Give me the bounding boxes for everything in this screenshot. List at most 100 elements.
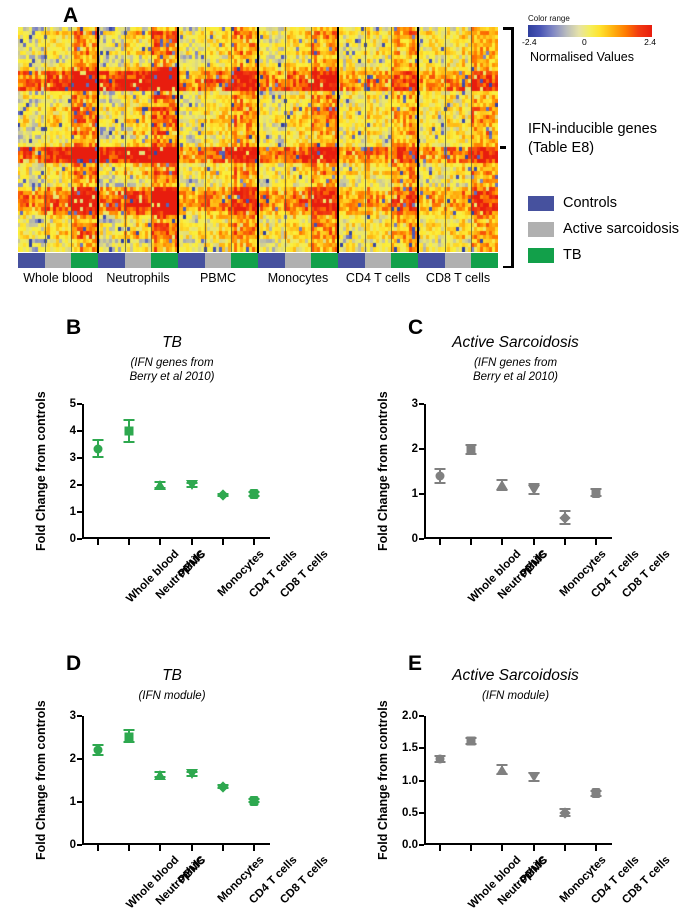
y-axis	[82, 404, 84, 539]
group-bar-cell	[177, 253, 205, 268]
data-point	[588, 788, 604, 799]
error-cap-bottom	[92, 455, 104, 458]
y-tick-label: 2	[69, 479, 76, 491]
data-point	[215, 489, 231, 501]
error-cap-top	[434, 468, 446, 471]
y-tick-label: 1.0	[402, 774, 418, 787]
y-tick-label: 3	[411, 398, 418, 410]
y-tick-label: 0	[69, 533, 76, 545]
gene-set-annotation: IFN-inducible genes (Table E8)	[528, 121, 657, 157]
y-tick-label: 2	[411, 443, 418, 455]
y-tick-mark	[77, 403, 82, 405]
x-tick-mark	[253, 539, 256, 545]
group-bar-cell	[124, 253, 152, 268]
color-range-max: 2.4	[644, 37, 656, 47]
data-marker	[591, 788, 601, 799]
y-tick-label: 0.5	[402, 806, 418, 819]
y-axis	[82, 716, 84, 845]
data-point	[121, 418, 137, 444]
error-cap-bottom	[123, 441, 135, 444]
x-tick-mark	[595, 845, 598, 851]
y-tick-label: 2.0	[402, 710, 418, 722]
group-bar-cell	[151, 253, 178, 268]
y-axis-label: Fold Change from controls	[376, 391, 390, 552]
legend-item: TB	[528, 244, 687, 266]
legend-label: TB	[563, 247, 582, 263]
data-marker	[466, 445, 476, 455]
x-tick-mark	[532, 539, 535, 545]
x-tick-mark	[564, 539, 566, 545]
group-bar-cell	[18, 253, 45, 268]
legend-label: Active sarcoidosis	[563, 221, 680, 237]
data-marker	[154, 769, 167, 780]
data-marker	[249, 489, 259, 500]
x-tick-mark	[222, 539, 224, 545]
group-bar-cell	[337, 253, 365, 268]
y-tick-mark	[419, 715, 424, 717]
data-point	[121, 729, 137, 744]
data-point	[246, 489, 262, 500]
data-marker	[559, 512, 571, 524]
y-tick-mark	[419, 493, 424, 495]
color-range-gradient	[528, 25, 652, 37]
data-point	[526, 482, 542, 496]
chart-subtitle: (IFN module)	[481, 690, 550, 702]
x-tick-mark	[438, 845, 441, 851]
x-tick-mark	[190, 539, 193, 545]
x-tick-mark	[595, 539, 598, 545]
error-cap-top	[92, 743, 104, 746]
color-range-caption: Normalised Values	[530, 50, 634, 64]
data-marker	[93, 745, 103, 755]
y-tick-mark	[77, 430, 82, 432]
data-marker	[496, 479, 509, 490]
group-bar-cell	[311, 253, 338, 268]
panel-letter-e: E	[408, 652, 423, 675]
y-tick-mark	[419, 403, 424, 405]
legend-swatch	[528, 221, 554, 237]
error-cap-bottom	[434, 481, 446, 484]
error-cap-top	[528, 482, 540, 485]
heatmap-canvas-wrap	[18, 27, 498, 252]
plot-area: 0 1 2 3	[412, 398, 612, 545]
data-point	[152, 479, 168, 490]
x-tick-mark	[128, 845, 130, 851]
group-bar-cell	[97, 253, 125, 268]
y-tick-label: 1	[69, 796, 76, 808]
data-marker	[93, 444, 103, 454]
chart-panel-e: Active Sarcoidosis (IFN module) 0.0 0.5 1.0 1…	[344, 620, 687, 923]
error-cap-top	[92, 439, 104, 442]
data-point	[463, 444, 479, 456]
plot-area: 0 1 2 3 4 5	[70, 398, 270, 545]
group-bar-cell	[204, 253, 232, 268]
chart-panel-c: Active Sarcoidosis (IFN genes from Berry e…	[344, 310, 687, 620]
y-axis-label: Fold Change from controls	[34, 700, 48, 861]
legend-swatch	[528, 195, 554, 211]
group-bar-cell	[257, 253, 285, 268]
x-tick-mark	[159, 539, 162, 545]
error-cap-bottom	[496, 489, 508, 492]
y-tick-mark	[77, 457, 82, 459]
legend-item: Active sarcoidosis	[528, 218, 687, 240]
data-point	[90, 743, 106, 756]
data-marker	[435, 471, 445, 481]
x-tick-mark	[159, 845, 162, 851]
x-axis	[424, 843, 612, 845]
data-point	[463, 736, 479, 746]
chart-title: TB	[162, 667, 182, 684]
data-point	[588, 487, 604, 498]
chart-subtitle: (IFN module)	[138, 690, 206, 702]
x-tick-mark	[438, 539, 441, 545]
chart-subtitle: (IFN genes from Berry et al 2010)	[129, 357, 215, 384]
y-tick-label: 0	[411, 533, 418, 545]
error-cap-bottom	[123, 741, 135, 744]
data-marker	[496, 764, 509, 775]
x-tick-mark	[96, 539, 99, 545]
data-marker	[527, 772, 540, 783]
data-marker	[249, 795, 259, 806]
heatmap-group-label: CD8 T cells	[425, 271, 491, 285]
group-bar-cell	[471, 253, 498, 268]
data-point	[246, 795, 262, 806]
data-marker	[435, 754, 445, 764]
x-tick-mark	[96, 845, 99, 851]
legend-swatch	[528, 247, 554, 263]
